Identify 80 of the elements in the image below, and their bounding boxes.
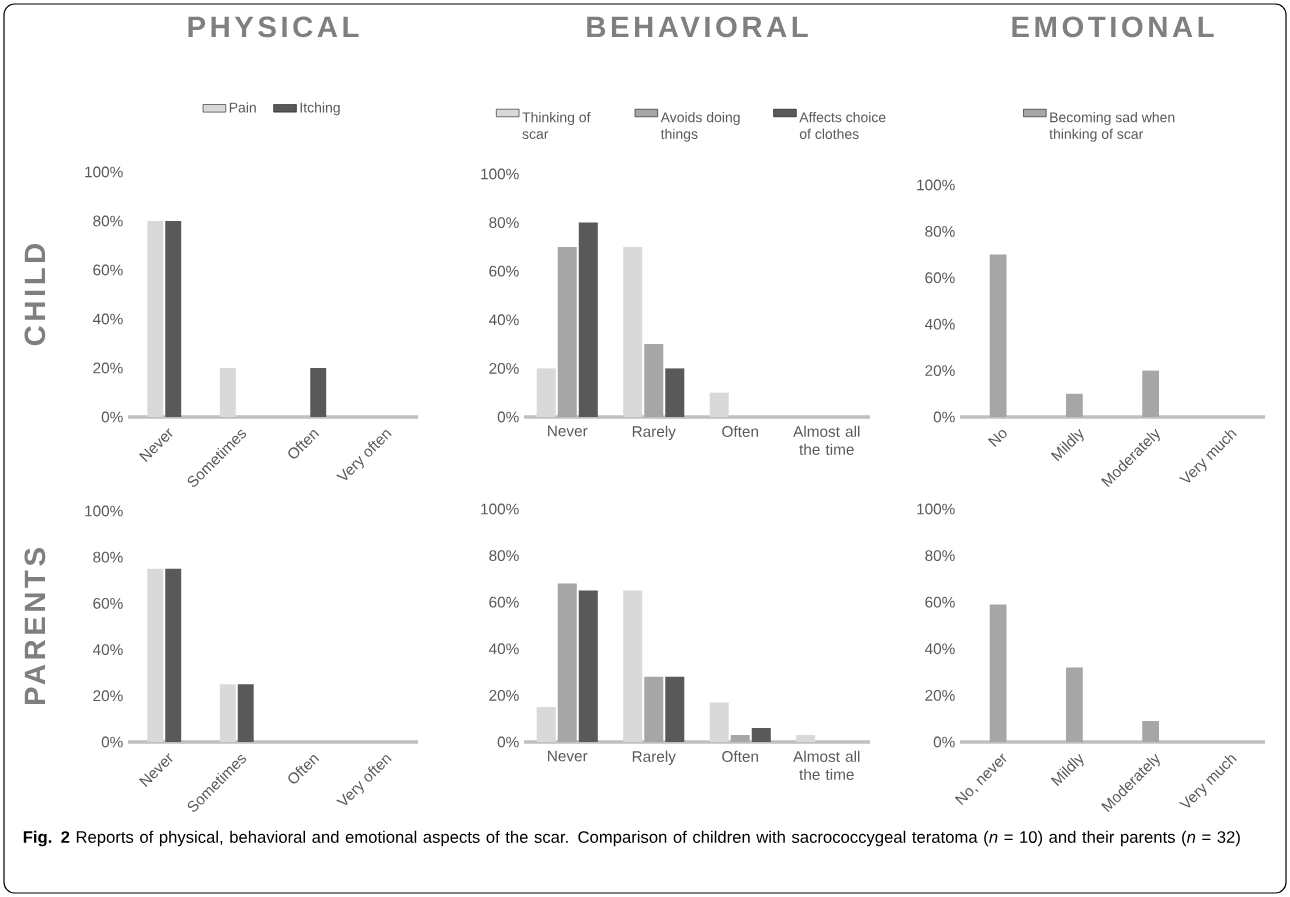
y-tick-label: 20% — [93, 690, 123, 702]
bar — [1142, 370, 1160, 417]
y-tick-label: 60% — [489, 596, 519, 608]
y-tick-label: 0% — [497, 736, 519, 748]
bar — [730, 735, 750, 742]
bar — [1142, 721, 1160, 742]
x-tick-label: No — [987, 429, 1007, 447]
y-tick-label: 0% — [497, 411, 519, 423]
y-tick-label: 40% — [488, 643, 519, 655]
bar — [665, 368, 685, 417]
bar — [989, 254, 1007, 417]
y-tick-label: 40% — [488, 314, 519, 326]
bar — [751, 728, 771, 742]
y-axis-title: PARENTS — [24, 548, 46, 705]
x-tick-label: Rarely — [632, 750, 676, 765]
bar — [557, 246, 577, 417]
bar — [578, 222, 598, 417]
x-tick-label: Almost all the time — [793, 750, 860, 780]
x-tick-label: Almost all the time — [793, 425, 860, 455]
y-tick-label: 80% — [925, 225, 955, 237]
y-tick-label: 100% — [917, 179, 955, 191]
y-tick-label: 100% — [481, 503, 519, 515]
y-tick-label: 80% — [489, 550, 519, 562]
y-tick-label: 60% — [93, 264, 123, 276]
y-tick-label: 0% — [101, 736, 123, 748]
legend-label: Becoming sad when thinking of scar — [1049, 112, 1175, 142]
y-tick-label: 0% — [933, 411, 955, 423]
y-tick-label: 60% — [489, 265, 519, 277]
x-tick-label: Rarely — [632, 425, 676, 440]
y-tick-label: 20% — [93, 362, 123, 374]
y-tick-label: 40% — [924, 318, 955, 330]
bar — [644, 344, 664, 417]
bar — [536, 368, 556, 417]
bar — [623, 590, 643, 742]
y-tick-label: 20% — [489, 362, 519, 374]
y-tick-label: 100% — [917, 503, 955, 515]
bar — [578, 590, 598, 742]
bar — [557, 583, 577, 742]
x-tick-label: Never — [548, 425, 588, 437]
bar — [536, 707, 556, 742]
y-tick-label: 40% — [924, 643, 955, 655]
y-tick-label: 60% — [93, 597, 123, 609]
text: Fig. 2 Reports of physical, behavioral and emotional aspects of the scar. Comparison of children with sacrococcygeal teratoma (n = 10) and their parents (n = 32) — [23, 830, 1240, 847]
chart-title: PHYSICAL — [188, 16, 359, 38]
y-tick-label: 40% — [92, 313, 123, 325]
bar — [796, 735, 816, 742]
bar — [1065, 393, 1083, 417]
y-tick-label: 100% — [85, 505, 123, 517]
x-tick-label: Often — [722, 425, 759, 437]
bar — [644, 676, 664, 742]
legend-label: Pain — [229, 102, 256, 113]
legend-label: Avoids doing things — [660, 112, 740, 142]
chart-title: EMOTIONAL — [1012, 16, 1214, 38]
bar — [623, 246, 643, 417]
y-tick-label: 80% — [489, 217, 519, 229]
y-tick-label: 60% — [925, 272, 955, 284]
y-axis-title: CHILD — [24, 243, 46, 346]
bar — [709, 702, 729, 742]
y-tick-label: 80% — [925, 550, 955, 562]
y-tick-label: 0% — [101, 411, 123, 423]
y-tick-label: 60% — [925, 596, 955, 608]
x-tick-label: Never — [548, 750, 588, 762]
y-tick-label: 80% — [93, 215, 123, 227]
legend-label: Itching — [300, 102, 340, 116]
legend-label: Affects choice of clothes — [799, 112, 886, 139]
bar — [709, 392, 729, 417]
bar — [665, 676, 685, 742]
y-tick-label: 80% — [93, 551, 123, 563]
legend-label: Thinking of scar — [522, 112, 591, 139]
x-tick-label: Often — [722, 750, 759, 762]
y-tick-label: 20% — [925, 365, 955, 377]
y-tick-label: 20% — [925, 689, 955, 701]
bar — [1065, 667, 1083, 742]
chart-title: BEHAVIORAL — [587, 16, 808, 38]
bar — [989, 604, 1007, 742]
y-tick-label: 40% — [92, 644, 123, 656]
y-tick-label: 100% — [85, 166, 123, 178]
y-tick-label: 100% — [481, 168, 519, 180]
y-tick-label: 20% — [489, 689, 519, 701]
y-tick-label: 0% — [933, 736, 955, 748]
